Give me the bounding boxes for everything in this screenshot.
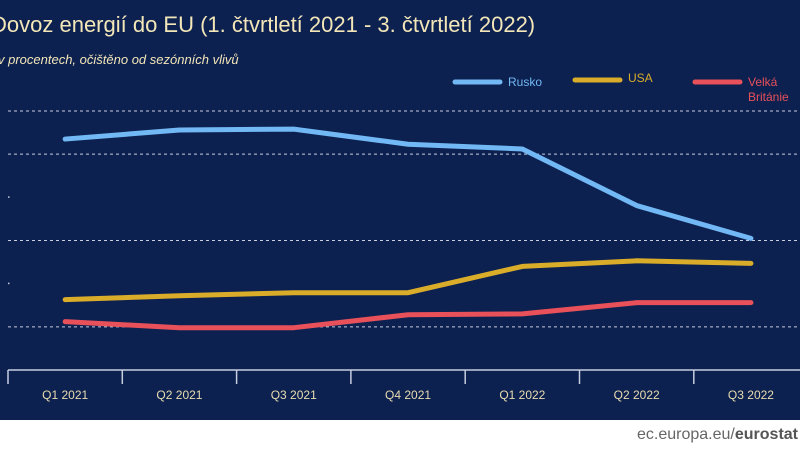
x-tick-label: Q3 2022 <box>728 388 774 402</box>
footer-brand: eurostat <box>734 426 798 443</box>
x-tick-label: Q2 2021 <box>156 388 202 402</box>
x-tick-label: Q1 2022 <box>499 388 545 402</box>
series-line-0 <box>62 126 754 241</box>
x-tick-label: Q2 2022 <box>614 388 660 402</box>
source-footer[interactable]: ec.europa.eu/eurostat <box>637 426 798 444</box>
x-tick-label: Q4 2021 <box>385 388 431 402</box>
legend-label: Rusko <box>508 75 542 89</box>
series-line-1 <box>62 258 754 303</box>
gridline-tick <box>8 282 10 285</box>
x-tick-label: Q1 2021 <box>42 388 88 402</box>
legend-label: Velká Británie <box>748 75 789 104</box>
gridline-tick <box>8 196 10 198</box>
x-tick-label: Q3 2021 <box>271 388 317 402</box>
line-chart: Q1 2021 Q2 2021 Q3 2021 Q4 2021 Q1 2022 Q2 20… <box>7 71 800 402</box>
legend-label: USA <box>628 71 653 85</box>
chart-title: Dovoz energií do EU (1. čtvrtletí 2021 -… <box>0 12 536 37</box>
footer-domain: ec.europa.eu/ <box>637 426 735 443</box>
series-line-2 <box>62 300 754 331</box>
chart-subtitle: v procentech, očištěno od sezónních vliv… <box>0 52 239 67</box>
chart-panel <box>0 0 800 420</box>
